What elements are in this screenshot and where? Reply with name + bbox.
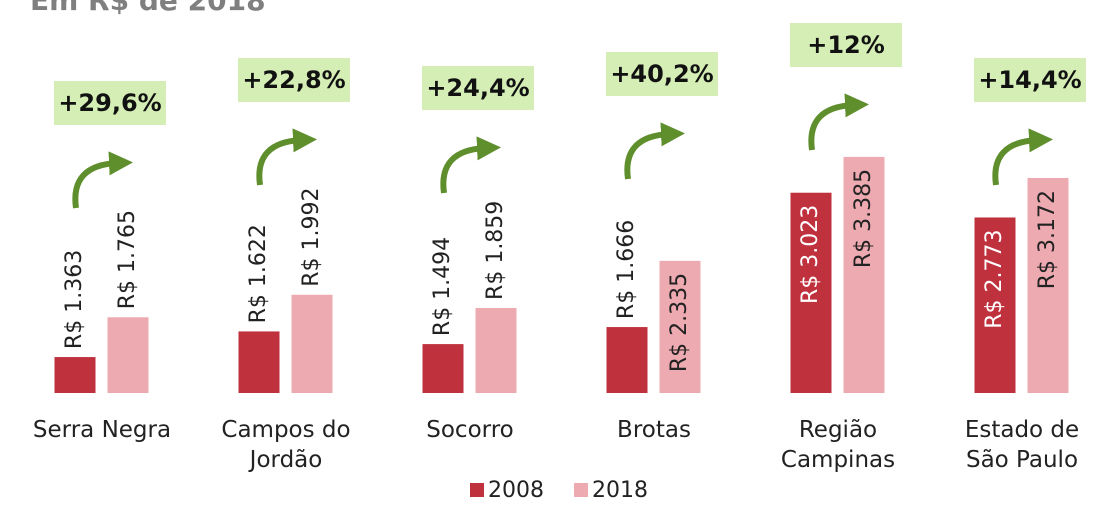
annotation-box <box>238 58 350 102</box>
value-label: R$ 3.172 <box>1035 190 1060 289</box>
annotation: +40,2% <box>610 60 713 88</box>
bar <box>238 331 280 393</box>
annotation-box <box>422 66 534 110</box>
value-label: R$ 3.023 <box>798 205 823 304</box>
x-tick-label: Serra Negra <box>32 417 172 443</box>
value-label: R$ 1.992 <box>299 188 324 287</box>
arrow <box>992 128 1053 186</box>
annotation: +24,4% <box>426 74 529 102</box>
legend-label: 2008 <box>488 478 544 503</box>
value-label: R$ 1.666 <box>614 220 639 319</box>
value-label: R$ 3.385 <box>851 169 876 268</box>
bar <box>606 327 648 393</box>
bar <box>1027 177 1069 393</box>
arrow <box>256 128 317 186</box>
x-tick-label: Região Campinas <box>780 417 896 473</box>
value-label: R$ 2.335 <box>667 273 692 372</box>
bar <box>843 156 885 393</box>
value-label: R$ 1.765 <box>115 210 140 309</box>
annotation: +14,4% <box>978 66 1081 94</box>
bar <box>107 317 149 393</box>
legend-swatch <box>574 483 588 497</box>
x-tick-label: Estado de São Paulo <box>964 417 1080 473</box>
value-label: R$ 1.859 <box>483 201 508 300</box>
value-label: R$ 1.494 <box>430 237 455 336</box>
arrow <box>624 122 685 180</box>
bar <box>422 344 464 393</box>
annotation: +22,8% <box>242 66 345 94</box>
x-tick-label: Campos do Jordão <box>221 417 351 473</box>
bar <box>659 260 701 393</box>
bar <box>54 357 96 393</box>
bar <box>974 217 1016 393</box>
bar <box>291 294 333 393</box>
x-tick-label: Brotas <box>617 417 691 443</box>
chart-title: Em R$ de 2018 <box>30 0 266 17</box>
annotation-box <box>790 23 902 67</box>
legend-swatch <box>470 483 484 497</box>
annotation: +12% <box>807 31 885 59</box>
annotation-box <box>974 58 1086 102</box>
annotation-box <box>54 81 166 125</box>
annotation: +29,6% <box>58 89 161 117</box>
arrow <box>72 151 133 209</box>
x-tick-label: Socorro <box>426 417 514 443</box>
bar <box>475 307 517 393</box>
bar <box>790 192 832 393</box>
value-label: R$ 1.363 <box>62 250 87 349</box>
legend-label: 2018 <box>592 478 648 503</box>
value-label: R$ 2.773 <box>982 229 1007 328</box>
value-label: R$ 1.622 <box>246 224 271 323</box>
annotation-box <box>606 52 718 96</box>
arrow <box>808 93 869 151</box>
arrow <box>440 136 501 194</box>
